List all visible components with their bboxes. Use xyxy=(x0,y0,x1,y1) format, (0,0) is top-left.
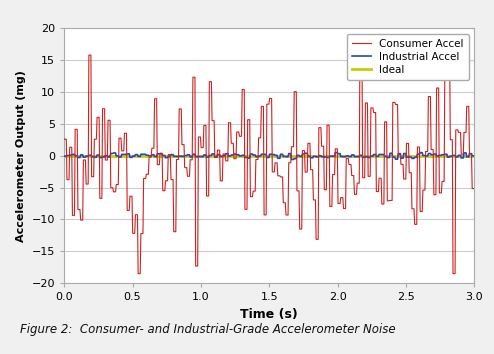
Ideal xyxy=(471,154,477,158)
Ideal xyxy=(61,154,67,158)
Consumer Accel xyxy=(336,201,342,206)
Consumer Accel xyxy=(445,44,451,48)
Ideal xyxy=(166,154,172,158)
Industrial Accel xyxy=(336,152,342,156)
Legend: Consumer Accel, Industrial Accel, Ideal: Consumer Accel, Industrial Accel, Ideal xyxy=(347,34,469,80)
Industrial Accel xyxy=(61,154,67,158)
Ideal xyxy=(303,154,309,158)
Consumer Accel xyxy=(61,137,67,141)
Industrial Accel xyxy=(288,157,294,161)
Line: Industrial Accel: Industrial Accel xyxy=(64,153,474,159)
Text: Figure 2:  Consumer- and Industrial-Grade Accelerometer Noise: Figure 2: Consumer- and Industrial-Grade… xyxy=(20,323,395,336)
X-axis label: Time (s): Time (s) xyxy=(241,308,298,321)
Ideal xyxy=(247,154,253,158)
Industrial Accel xyxy=(134,153,140,157)
Y-axis label: Accelerometer Output (mg): Accelerometer Output (mg) xyxy=(16,70,26,242)
Consumer Accel xyxy=(167,152,173,156)
Consumer Accel xyxy=(471,187,477,191)
Ideal xyxy=(335,154,341,158)
Industrial Accel xyxy=(471,154,477,158)
Consumer Accel xyxy=(304,170,310,174)
Line: Consumer Accel: Consumer Accel xyxy=(64,46,474,274)
Industrial Accel xyxy=(332,150,338,155)
Ideal xyxy=(370,154,376,158)
Consumer Accel xyxy=(135,272,141,276)
Consumer Accel xyxy=(370,110,376,115)
Consumer Accel xyxy=(134,212,140,217)
Industrial Accel xyxy=(247,156,253,160)
Industrial Accel xyxy=(166,154,172,159)
Industrial Accel xyxy=(304,151,310,155)
Ideal xyxy=(134,154,140,158)
Industrial Accel xyxy=(371,153,377,157)
Consumer Accel xyxy=(247,194,253,199)
